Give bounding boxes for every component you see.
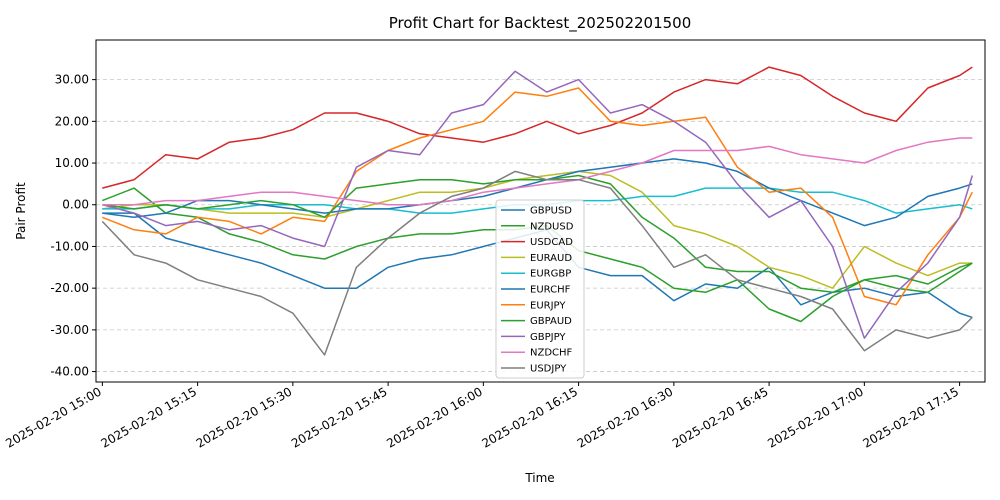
legend-label-euraud: EURAUD (530, 253, 572, 264)
legend-box (495, 199, 585, 379)
y-tick-label: 0.00 (62, 198, 89, 212)
series-line-euraud (102, 170, 973, 289)
legend: GBPUSD NZDUSD USDCAD EURAUD EURGBP EURCHF EURJ… (495, 199, 585, 379)
legend-label-gbpjpy: GBPJPY (530, 332, 566, 343)
legend-label-eurjpy: EURJPY (530, 300, 566, 311)
y-tick-label: 30.00 (55, 73, 89, 87)
y-tick-label: -10.00 (50, 239, 89, 253)
chart-title: Profit Chart for Backtest_202502201500 (389, 14, 692, 33)
y-tick-label: 20.00 (55, 114, 89, 128)
series-line-gbpjpy (102, 70, 974, 339)
legend-label-usdcad: USDCAD (530, 237, 573, 248)
legend-label-gbpaud: GBPAUD (530, 316, 572, 327)
legend-label-eurgbp: EURGBP (530, 269, 571, 280)
y-axis-title: Pair Profit (14, 182, 28, 240)
y-tick-label: -20.00 (50, 281, 89, 295)
y-tick-label: -30.00 (50, 323, 89, 337)
x-axis-title: Time (524, 471, 554, 485)
plot-frame (95, 39, 986, 383)
series-line-eurjpy (102, 87, 973, 306)
series-line-usdjpy (101, 170, 973, 356)
legend-label-eurchf: EURCHF (530, 285, 571, 296)
series-line-usdcad (102, 66, 973, 189)
series-line-nzdchf (102, 137, 973, 206)
legend-label-nzdusd: NZDUSD (530, 221, 574, 232)
legend-label-gbpusd: GBPUSD (530, 206, 572, 217)
y-axis: 30.00 20.00 10.00 0.00 -10.00 -20.00 -30.00 -40… (50, 73, 96, 379)
legend-label-usdjpy: USDJPY (530, 364, 567, 375)
legend-label-nzdchf: NZDCHF (530, 348, 573, 359)
y-tick-label: 10.00 (55, 156, 89, 170)
y-tick-label: -40.00 (50, 365, 89, 379)
